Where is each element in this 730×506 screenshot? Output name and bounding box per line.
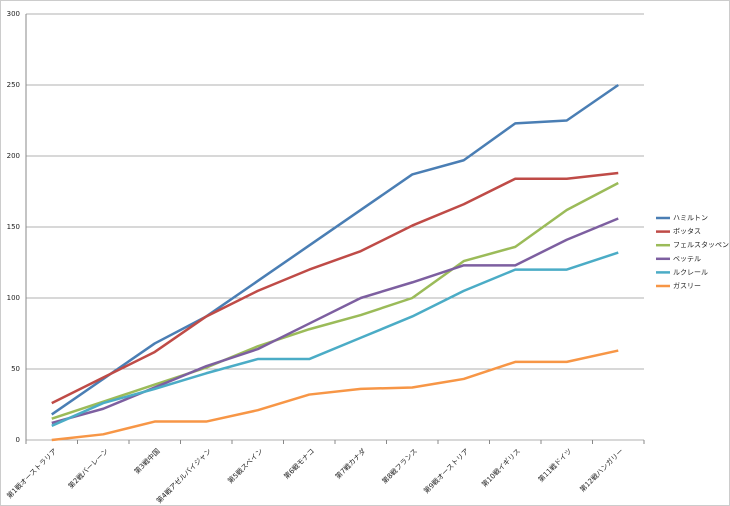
legend-label: ルクレール — [673, 268, 708, 276]
y-tick-label: 300 — [7, 10, 20, 18]
y-tick-label: 0 — [16, 436, 20, 444]
legend-label: フェルスタッペン — [673, 240, 729, 249]
y-tick-label: 50 — [11, 365, 20, 373]
legend-label: ボッタス — [673, 227, 701, 236]
series-line — [51, 181, 619, 420]
y-tick-label: 100 — [7, 294, 20, 302]
y-tick-label: 200 — [7, 152, 20, 160]
series-line — [51, 349, 619, 442]
series-line — [51, 251, 619, 427]
legend-label: ベッテル — [673, 255, 701, 263]
y-tick-label: 150 — [7, 223, 20, 231]
legend-label: ガスリー — [673, 281, 701, 290]
series-line — [51, 171, 619, 405]
legend-label: ハミルトン — [673, 214, 708, 222]
series-line — [51, 83, 619, 416]
y-tick-label: 250 — [7, 81, 20, 89]
